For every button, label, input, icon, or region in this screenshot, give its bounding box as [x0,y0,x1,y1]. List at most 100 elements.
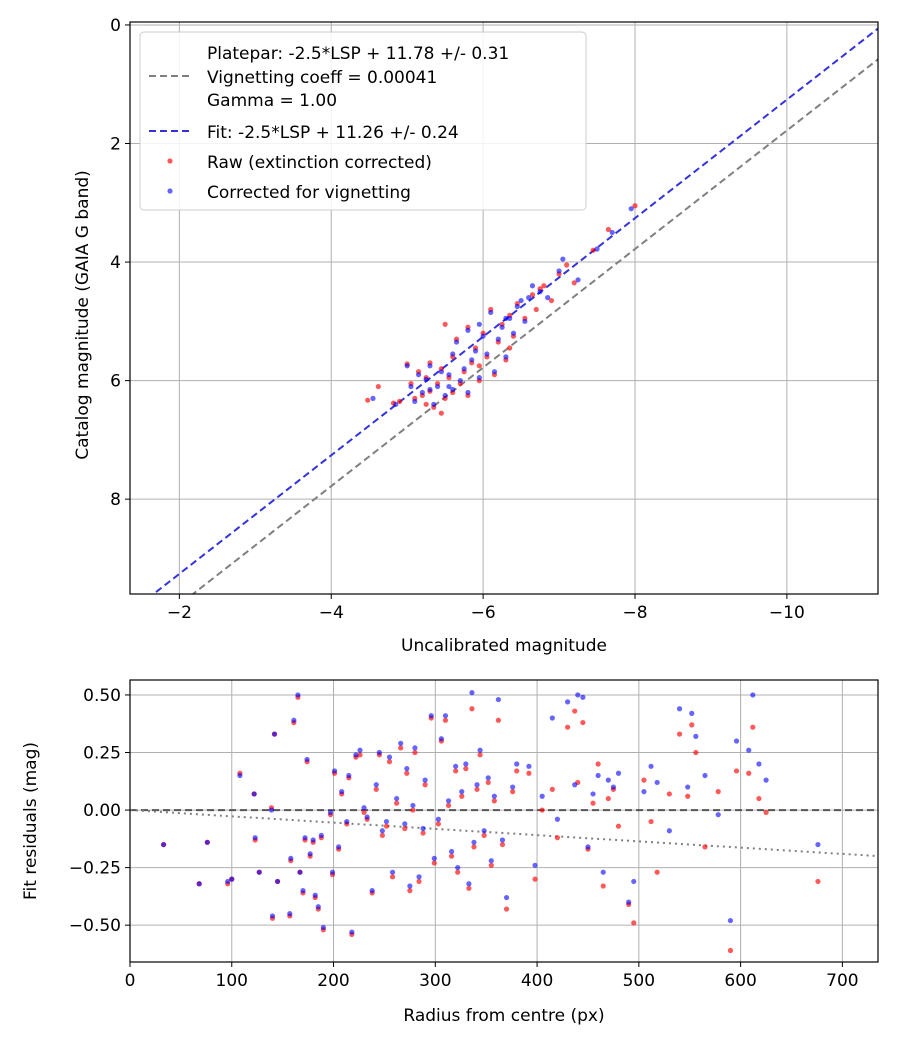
bottom-y-axis-label: Fit residuals (mag) [21,742,41,900]
corrected-point [344,818,350,825]
corrected-point [415,372,422,378]
x-tick-label: 700 [826,971,858,991]
corrected-point [526,295,532,301]
bottom-x-axis-label: Radius from centre (px) [403,1006,604,1026]
legend-platepar-label: Platepar: -2.5*LSP + 11.78 +/- 0.31 [207,44,509,64]
corrected-point [361,805,367,811]
raw-point [422,782,428,788]
corrected-point [310,837,316,843]
raw-point [715,789,721,795]
corrected-point [488,858,494,864]
raw-point [361,809,367,815]
corrected-point [518,297,524,304]
corrected-point [327,809,334,815]
corrected-point [733,738,740,744]
raw-point [503,906,510,912]
raw-point [495,717,502,723]
corrected-point [507,315,513,321]
corrected-point [312,892,318,898]
raw-point [727,947,734,954]
corrected-point [484,351,490,357]
bottom-scatter-points [160,690,821,954]
x-tick-label: 300 [419,971,451,991]
x-tick-label: 0 [125,971,136,991]
raw-point [605,226,612,233]
corrected-point [287,911,293,917]
corrected-point [373,782,379,788]
corrected-point [419,389,425,396]
corrected-point [654,779,660,786]
corrected-point [349,929,355,935]
corrected-point [466,881,472,887]
legend-raw-marker [167,158,173,164]
x-tick-label: −4 [319,603,344,623]
corrected-point [438,369,444,375]
corrected-point [763,777,769,783]
corrected-point [383,818,390,825]
raw-point [693,749,699,756]
x-tick-label: −6 [471,603,496,623]
raw-point [375,383,381,390]
corrected-point [549,715,555,721]
y-tick-label: 0.00 [83,801,121,821]
raw-point [763,809,769,815]
y-tick-label: 0.25 [83,744,121,764]
raw-point [631,920,637,926]
bottom-tick-labels: 0 100 200 300 400 500 600 700 0.50 0.25 0.00 −0.25 −… [69,686,859,991]
raw-point [605,795,611,802]
raw-point [565,724,571,730]
raw-point [595,761,601,767]
corrected-point [315,904,321,910]
corrected-point [499,837,506,843]
raw-point [481,832,487,838]
corrected-point [434,383,441,390]
corrected-point [288,855,294,862]
raw-point [423,401,429,407]
corrected-point [160,841,167,848]
corrected-point [268,807,275,813]
corrected-point [422,777,428,783]
corrected-point [196,881,202,887]
corrected-point [556,268,562,274]
reference-line-fit [151,27,878,594]
legend-gamma-label: Gamma = 1.00 [207,91,337,111]
corrected-point [469,357,475,363]
raw-point [491,798,497,804]
corrected-point [481,828,487,834]
corrected-point [529,283,536,289]
corrected-point [402,821,408,827]
corrected-point [472,348,479,354]
corrected-point [560,256,566,262]
corrected-point [465,389,471,396]
corrected-point [423,376,429,383]
corrected-point [453,339,460,345]
corrected-point [471,839,477,845]
corrected-point [485,775,491,781]
raw-point [373,786,379,792]
raw-point [407,888,413,894]
corrected-point [474,782,480,788]
top-fit-lines [151,27,878,594]
raw-point [676,731,683,737]
corrected-point [532,862,538,868]
raw-point [666,791,672,797]
y-tick-label: −0.25 [69,859,121,879]
y-tick-label: 4 [110,253,121,273]
corrected-point [575,277,581,283]
raw-point [526,770,532,776]
x-tick-label: −10 [769,603,805,623]
corrected-point [457,378,463,384]
corrected-point [204,839,210,845]
top-axes-frame [129,21,879,595]
corrected-point [431,855,437,862]
corrected-point [364,814,370,820]
raw-point [514,768,520,774]
raw-point [466,885,472,891]
corrected-point [269,913,276,919]
corrected-point [539,793,545,799]
corrected-point [346,772,352,779]
raw-point [365,397,371,403]
corrected-point [370,395,376,401]
